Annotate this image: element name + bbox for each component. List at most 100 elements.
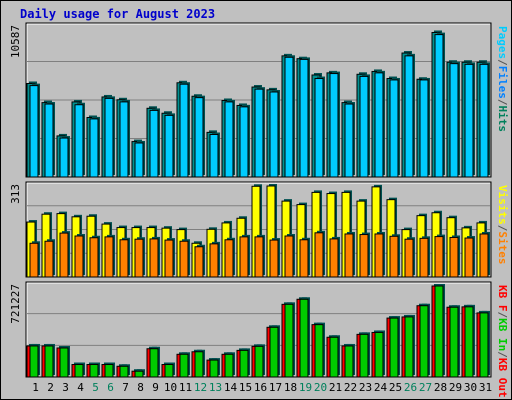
pages-bar <box>314 78 324 178</box>
kb-in-bar <box>74 364 84 378</box>
sites-bar <box>419 237 429 278</box>
sites-bar <box>164 239 174 278</box>
x-tick-label: 28 <box>434 381 447 394</box>
x-tick-label: 7 <box>122 381 129 394</box>
kb-in-bar <box>269 326 279 378</box>
x-tick-label: 3 <box>62 381 69 394</box>
panel-1-ymax-label: 313 <box>9 184 22 204</box>
pages-bar <box>449 63 459 178</box>
pages-bar <box>269 91 279 178</box>
pages-bar <box>464 63 474 178</box>
pages-bar <box>209 133 219 178</box>
kb-in-bar <box>389 317 399 378</box>
panel-2-legend-item: KB In <box>496 318 509 351</box>
pages-bar <box>359 75 369 178</box>
sites-bar <box>179 240 189 278</box>
x-tick-label: 25 <box>389 381 402 394</box>
sites-bar <box>449 236 459 278</box>
x-tick-label: 4 <box>77 381 84 394</box>
sites-bar <box>299 239 309 278</box>
x-tick-label: 11 <box>179 381 192 394</box>
x-tick-label: 9 <box>152 381 159 394</box>
pages-bar <box>134 142 144 178</box>
sites-bar <box>389 235 399 278</box>
panel-2-legend-item: / <box>496 351 509 358</box>
kb-in-bar <box>104 364 114 378</box>
sites-bar <box>239 236 249 278</box>
sites-bar <box>254 236 264 278</box>
sites-bar <box>89 237 99 278</box>
kb-in-bar <box>299 298 309 378</box>
kb-in-bar <box>134 370 144 378</box>
sites-bar <box>344 233 354 278</box>
kb-in-bar <box>254 345 264 378</box>
kb-in-bar <box>284 303 294 378</box>
sites-bar <box>479 233 489 278</box>
x-tick-label: 19 <box>299 381 312 394</box>
x-tick-label: 6 <box>107 381 114 394</box>
panel-0-ymax-label: 10587 <box>9 25 22 58</box>
sites-bar <box>194 246 204 278</box>
pages-bar <box>89 118 99 178</box>
kb-in-bar <box>44 345 54 378</box>
kb-in-bar <box>119 365 129 378</box>
x-tick-label: 21 <box>329 381 342 394</box>
pages-bar <box>419 79 429 178</box>
x-tick-label: 24 <box>374 381 388 394</box>
pages-bar <box>344 103 354 178</box>
panel-2-legend: KB F/KB In/KB Out <box>496 285 509 398</box>
chart-title: Daily usage for August 2023 <box>20 7 216 21</box>
x-tick-label: 30 <box>464 381 477 394</box>
pages-bar <box>239 106 249 178</box>
x-tick-label: 1 <box>32 381 39 394</box>
sites-bar <box>29 242 39 278</box>
panel-2-legend-item: KB Out <box>496 358 509 398</box>
sites-bar <box>74 235 84 278</box>
sites-bar <box>224 239 234 278</box>
kb-in-bar <box>479 312 489 378</box>
kb-in-bar <box>209 359 219 378</box>
kb-in-bar <box>149 348 159 378</box>
pages-bar <box>254 88 264 178</box>
x-tick-label: 8 <box>137 381 144 394</box>
panel-0-legend-item: Pages <box>496 26 509 59</box>
panel-0-legend-item: Files <box>496 66 509 99</box>
pages-bar <box>74 104 84 178</box>
kb-in-bar <box>434 285 444 378</box>
pages-bar <box>149 109 159 178</box>
kb-in-bar <box>239 349 249 378</box>
pages-bar <box>389 79 399 178</box>
kb-in-bar <box>344 345 354 378</box>
sites-bar <box>209 243 219 278</box>
sites-bar <box>269 239 279 278</box>
x-tick-label: 18 <box>284 381 297 394</box>
kb-in-bar <box>29 345 39 378</box>
sites-bar <box>104 236 114 278</box>
sites-bar <box>149 238 159 278</box>
pages-bar <box>479 63 489 178</box>
kb-in-bar <box>314 324 324 378</box>
sites-bar <box>464 237 474 278</box>
kb-in-bar <box>419 305 429 378</box>
x-tick-label: 29 <box>449 381 462 394</box>
pages-bar <box>104 97 114 178</box>
x-tick-label: 15 <box>239 381 252 394</box>
pages-bar <box>179 83 189 178</box>
x-tick-label: 31 <box>479 381 492 394</box>
pages-bar <box>164 114 174 178</box>
panel-0-legend-item: / <box>496 99 509 106</box>
kb-in-bar <box>464 306 474 378</box>
x-tick-label: 20 <box>314 381 327 394</box>
sites-bar <box>404 238 414 278</box>
x-tick-label: 2 <box>47 381 54 394</box>
x-tick-label: 23 <box>359 381 372 394</box>
x-tick-label: 17 <box>269 381 282 394</box>
kb-in-bar <box>404 316 414 378</box>
x-tick-label: 22 <box>344 381 357 394</box>
sites-bar <box>359 234 369 278</box>
panel-0-legend: Pages/Files/Hits <box>496 26 509 132</box>
panel-1-legend-item: Visits <box>496 185 509 225</box>
kb-in-bar <box>194 351 204 378</box>
